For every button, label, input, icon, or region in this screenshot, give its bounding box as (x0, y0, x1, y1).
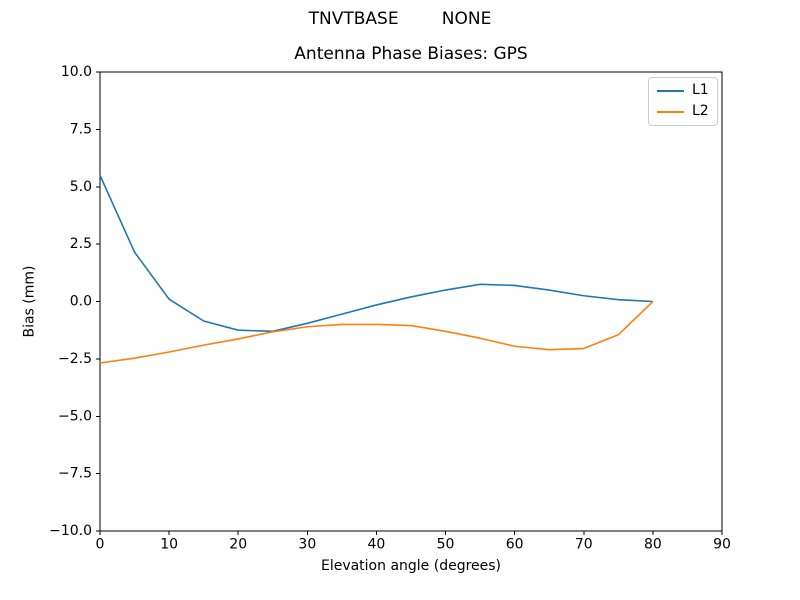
x-tick-label: 80 (644, 537, 662, 553)
x-tick-label: 10 (160, 537, 178, 553)
y-tick-label: 5.0 (70, 179, 92, 195)
x-tick-label: 20 (229, 537, 247, 553)
x-tick-label: 40 (368, 537, 386, 553)
x-tick-label: 30 (298, 537, 316, 553)
legend: L1 L2 (648, 77, 718, 126)
legend-line-l2-icon (657, 111, 684, 114)
x-tick-label: 70 (575, 537, 593, 553)
y-tick-label: 10.0 (61, 64, 92, 80)
x-tick-label: 60 (506, 537, 524, 553)
legend-line-l1-icon (657, 89, 684, 92)
legend-label-l1: L1 (692, 82, 709, 98)
chart-title: Antenna Phase Biases: GPS (294, 44, 528, 64)
figure-suptitle: TNVTBASE NONE (308, 9, 492, 29)
y-tick-label: −2.5 (58, 351, 92, 367)
legend-item-l2: L2 (657, 103, 709, 120)
y-tick-label: 7.5 (70, 121, 92, 137)
y-tick-label: 2.5 (70, 236, 92, 252)
y-tick-label: −7.5 (58, 466, 92, 482)
x-tick-label: 50 (437, 537, 455, 553)
legend-label-l2: L2 (692, 103, 709, 120)
y-tick-label: −5.0 (58, 408, 92, 424)
series-line-l1 (99, 174, 653, 333)
y-tick-label: −10.0 (49, 523, 92, 539)
series-line-l2 (99, 300, 654, 364)
y-tick-label: 0.0 (70, 294, 92, 310)
x-tick-label: 90 (713, 537, 731, 553)
legend-item-l1: L1 (657, 82, 709, 98)
x-tick-label: 0 (96, 537, 105, 553)
x-axis-label: Elevation angle (degrees) (320, 558, 502, 574)
axes-frame (99, 71, 723, 532)
